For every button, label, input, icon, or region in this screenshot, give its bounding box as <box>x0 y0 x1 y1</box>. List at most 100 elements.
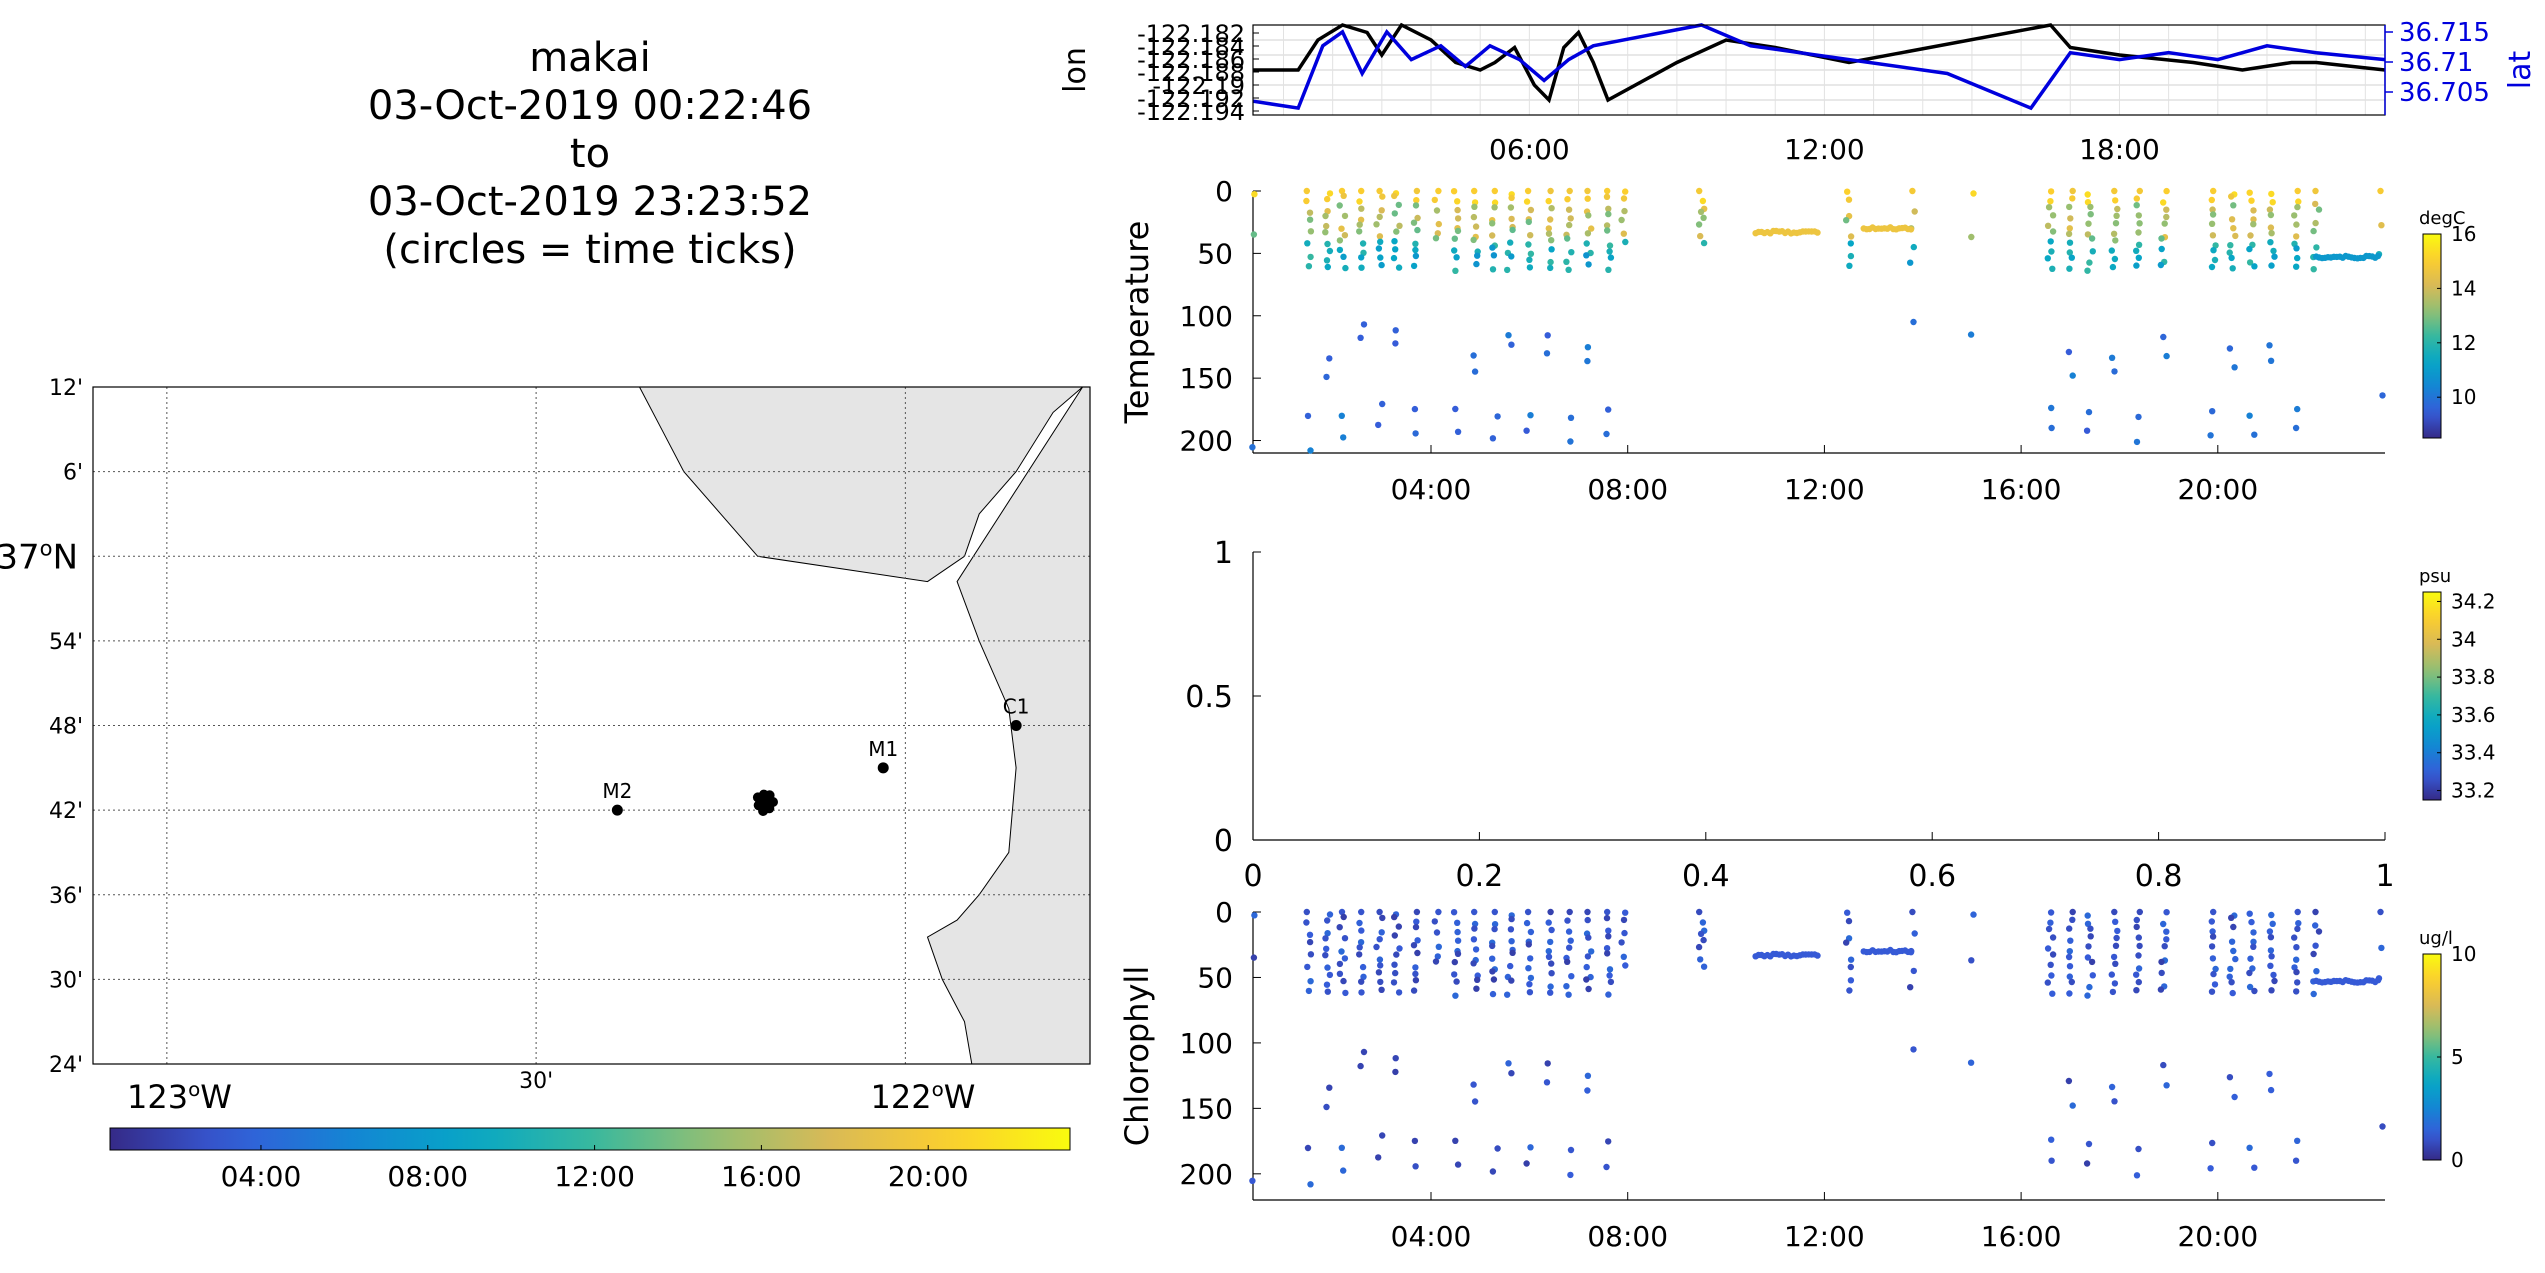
temperature-data-point <box>2230 202 2237 209</box>
temperature-data-point <box>2209 232 2217 239</box>
chlorophyll-data-point <box>1378 929 1385 936</box>
chlorophyll-data-point <box>2069 916 2076 923</box>
chlorophyll-data-point <box>1568 973 1575 980</box>
chlorophyll-data-point <box>2269 920 2276 927</box>
chlorophyll-data-point <box>2291 934 2298 941</box>
temperature-data-point <box>2065 230 2073 238</box>
temperature-data-point <box>1527 232 1534 239</box>
temperature-data-point <box>2315 206 2323 213</box>
temperature-data-point <box>1544 332 1551 339</box>
temperature-data-point <box>2310 266 2317 273</box>
chlorophyll-data-point <box>1304 1144 1312 1152</box>
chlorophyll-data-point <box>2251 1164 2258 1171</box>
temperature-data-point <box>1454 198 1461 205</box>
temperature-data-point <box>2226 249 2233 256</box>
temperature-colorbar <box>2422 233 2442 439</box>
temperature-data-point <box>1606 242 1614 249</box>
chlorophyll-data-point <box>2069 908 2076 916</box>
lon-axis-label: lon <box>1058 47 1093 93</box>
temperature-data-point <box>2228 193 2235 200</box>
chlorophyll-data-point <box>2293 988 2300 995</box>
temperature-data-point <box>1509 226 1516 234</box>
temperature-data-point <box>1564 196 1571 203</box>
temperature-data-point <box>2069 187 2076 195</box>
chlorophyll-data-point <box>2292 1157 2300 1164</box>
temperature-data-point <box>1377 254 1384 261</box>
temperature-data-point <box>1606 248 1613 255</box>
chlorophyll-data-point <box>2310 950 2317 958</box>
salinity-x-tick-label: 0.4 <box>1682 859 1730 894</box>
temperature-data-point <box>1375 245 1383 252</box>
chlorophyll-data-point <box>2108 1083 2116 1091</box>
chlorophyll-data-point <box>1584 1072 1592 1080</box>
lat-tick-label: 36.715 <box>2399 18 2490 48</box>
temperature-data-point <box>2047 238 2054 245</box>
temperature-data-point <box>1507 204 1515 211</box>
chlorophyll-data-point <box>1470 936 1478 943</box>
chlorophyll-data-point <box>1527 1144 1534 1151</box>
temperature-data-point <box>1843 217 1850 224</box>
temperature-data-point <box>1450 188 1458 195</box>
temperature-data-point <box>1373 221 1380 228</box>
chlorophyll-data-point <box>1471 925 1478 932</box>
track-point <box>754 799 765 810</box>
temperature-data-point <box>2294 203 2301 211</box>
temperature-data-point <box>1605 406 1612 413</box>
temperature-data-point <box>1607 254 1615 261</box>
chlorophyll-data-point <box>2310 990 2317 998</box>
chlorophyll-data-point <box>2084 912 2091 919</box>
chlorophyll-data-point <box>1607 978 1615 986</box>
lon-tick-label: -122.192 <box>1137 85 1245 113</box>
temperature-data-point <box>1357 334 1364 341</box>
chlorophyll-y-tick-label: 100 <box>1180 1027 1233 1060</box>
chlorophyll-data-point <box>2114 927 2121 935</box>
temperature-data-point <box>1699 197 1707 205</box>
temperature-data-point <box>1525 241 1532 248</box>
lat-axis-label: lat <box>2503 51 2538 90</box>
temperature-data-point <box>1338 225 1345 232</box>
chlorophyll-data-point <box>1621 929 1628 937</box>
chlorophyll-data-point <box>1605 991 1612 998</box>
temperature-data-point <box>2374 252 2382 260</box>
temperature-data-point <box>1412 202 1420 209</box>
chlorophyll-data-point <box>1451 971 1458 978</box>
temperature-data-point <box>1454 206 1461 214</box>
temperature-data-point <box>2048 248 2055 255</box>
chlorophyll-data-point <box>1336 960 1344 968</box>
chlorophyll-data-point <box>2047 961 2054 968</box>
chlorophyll-data-point <box>1547 983 1554 990</box>
chlorophyll-data-point <box>2312 942 2319 949</box>
chlorophyll-x-tick-label: 16:00 <box>1981 1220 2062 1253</box>
chlorophyll-data-point <box>2158 969 2165 977</box>
temperature-data-point <box>1910 243 1918 251</box>
chlorophyll-data-point <box>2087 933 2094 940</box>
temperature-data-point <box>1523 198 1531 205</box>
chlorophyll-data-point <box>1336 924 1343 931</box>
temperature-data-point <box>1322 212 1329 220</box>
chlorophyll-data-point <box>2228 914 2235 921</box>
temperature-data-point <box>1584 344 1592 351</box>
lon-tick-label: -122.182 <box>1137 20 1245 48</box>
chlorophyll-data-point <box>2208 918 2215 925</box>
chlorophyll-data-point <box>1970 911 1977 918</box>
temperature-data-point <box>1413 187 1421 195</box>
temperature-data-point <box>1700 214 1707 221</box>
chlorophyll-data-point <box>1452 1137 1459 1145</box>
chlorophyll-data-point <box>1606 972 1613 979</box>
temperature-data-point <box>2111 255 2119 263</box>
temperature-data-point <box>2049 212 2057 219</box>
chlorophyll-x-tick-label: 08:00 <box>1587 1220 1668 1253</box>
temperature-data-point <box>2084 191 2091 198</box>
temperature-data-point <box>2065 348 2073 356</box>
chlorophyll-data-point <box>1567 1171 1574 1179</box>
chlorophyll-data-point <box>1392 969 1399 977</box>
chlorophyll-data-point <box>2250 938 2257 945</box>
chlorophyll-data-point <box>2268 987 2275 994</box>
chlorophyll-data-point <box>1356 919 1363 927</box>
temperature-data-point <box>1489 232 1496 239</box>
chlorophyll-data-point <box>2209 928 2216 935</box>
map-lat-tick-label: 30' <box>49 968 83 993</box>
chlorophyll-data-point <box>2047 909 2055 916</box>
chlorophyll-data-point <box>1412 923 1420 931</box>
temperature-data-point <box>2108 247 2115 254</box>
